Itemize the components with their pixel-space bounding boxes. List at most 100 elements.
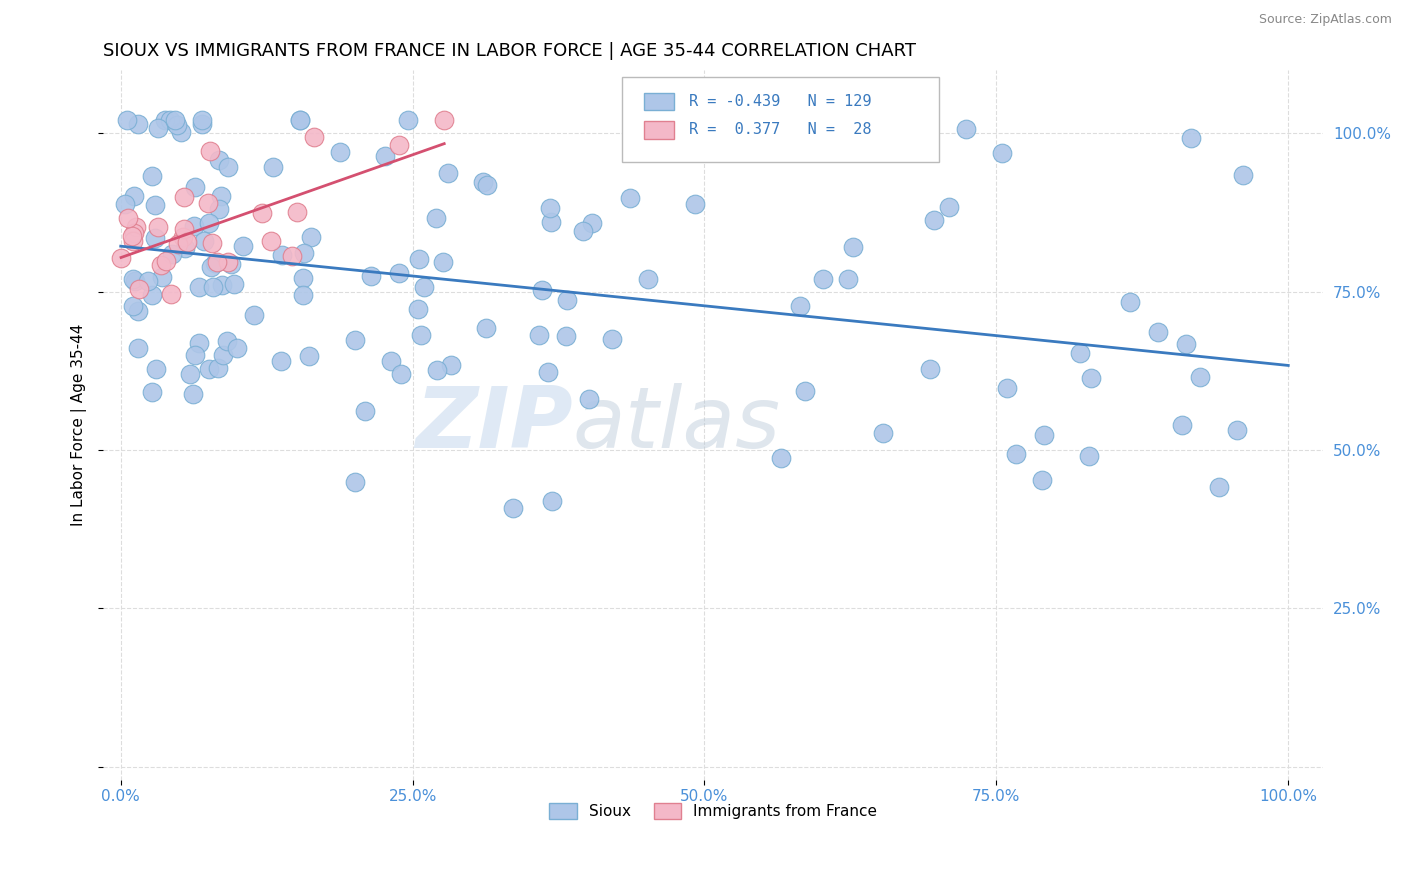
Point xyxy=(299,230,322,244)
Point xyxy=(225,341,247,355)
Point xyxy=(1226,423,1249,437)
Point xyxy=(409,328,432,343)
Point xyxy=(215,334,238,348)
Point xyxy=(471,175,494,189)
Point xyxy=(201,280,224,294)
Point xyxy=(115,113,138,128)
Point xyxy=(477,178,499,192)
Point xyxy=(794,384,817,399)
Point xyxy=(329,145,352,160)
Point xyxy=(217,160,239,174)
Point xyxy=(1175,337,1198,351)
Point xyxy=(141,384,163,399)
Point xyxy=(302,129,325,144)
Point xyxy=(530,283,553,297)
Point xyxy=(388,138,411,153)
Point xyxy=(207,361,229,376)
Point xyxy=(292,271,315,285)
Point xyxy=(205,254,228,268)
Point xyxy=(288,113,311,128)
Text: R = -0.439   N = 129: R = -0.439 N = 129 xyxy=(689,94,872,109)
Point xyxy=(222,277,245,292)
Point xyxy=(110,251,132,265)
Point xyxy=(343,475,366,489)
Point xyxy=(121,228,143,243)
Point xyxy=(432,254,454,268)
Point xyxy=(146,219,169,234)
Point xyxy=(191,117,214,131)
Point xyxy=(281,250,304,264)
Point xyxy=(146,121,169,136)
Point xyxy=(475,321,498,335)
Point xyxy=(541,493,564,508)
Text: Source: ZipAtlas.com: Source: ZipAtlas.com xyxy=(1258,13,1392,27)
Point xyxy=(197,196,219,211)
Point xyxy=(173,190,195,204)
Point xyxy=(198,361,221,376)
Point xyxy=(572,224,595,238)
Point xyxy=(440,359,463,373)
Point xyxy=(918,362,941,376)
Point xyxy=(211,277,233,292)
Point xyxy=(121,235,143,249)
Point xyxy=(837,271,859,285)
Point xyxy=(540,201,562,215)
Point xyxy=(200,260,222,275)
Point xyxy=(408,252,430,266)
Point xyxy=(433,113,456,128)
Point xyxy=(176,235,198,249)
Point xyxy=(179,368,201,382)
Point xyxy=(212,348,235,362)
Point xyxy=(288,113,311,128)
Point xyxy=(426,363,449,377)
Point xyxy=(354,404,377,418)
Point xyxy=(217,254,239,268)
Point xyxy=(389,367,412,381)
Point xyxy=(1033,428,1056,442)
Point xyxy=(127,116,149,130)
Point xyxy=(122,226,145,240)
Point xyxy=(122,188,145,202)
Point xyxy=(1146,325,1168,339)
Point xyxy=(190,113,212,128)
Point xyxy=(955,122,977,136)
Point xyxy=(143,198,166,212)
Point xyxy=(122,272,145,286)
Point xyxy=(201,236,224,251)
Point xyxy=(181,386,204,401)
Text: ZIP: ZIP xyxy=(415,384,572,467)
Point xyxy=(141,288,163,302)
Point xyxy=(872,426,894,441)
Point xyxy=(1005,447,1028,461)
Point xyxy=(125,219,148,234)
Point xyxy=(173,221,195,235)
Point xyxy=(938,200,960,214)
Point xyxy=(166,236,188,251)
Point xyxy=(555,329,578,343)
Point xyxy=(159,113,181,128)
Point xyxy=(1180,130,1202,145)
FancyBboxPatch shape xyxy=(621,77,939,162)
Point xyxy=(270,354,292,368)
Point xyxy=(262,160,284,174)
Legend: Sioux, Immigrants from France: Sioux, Immigrants from France xyxy=(543,797,883,825)
Point xyxy=(374,149,396,163)
Point xyxy=(162,247,184,261)
Point xyxy=(127,341,149,355)
Point xyxy=(1232,168,1254,182)
Point xyxy=(172,230,194,244)
Point xyxy=(250,206,273,220)
Point xyxy=(789,299,811,313)
Point xyxy=(380,354,402,368)
Point xyxy=(184,180,207,194)
Point xyxy=(208,153,231,168)
Point xyxy=(209,189,232,203)
Point xyxy=(187,336,209,351)
Point xyxy=(150,269,173,284)
Point xyxy=(1188,370,1211,384)
Point xyxy=(1031,474,1053,488)
Point xyxy=(145,362,167,376)
Point xyxy=(141,169,163,183)
FancyBboxPatch shape xyxy=(644,121,675,139)
Point xyxy=(600,332,623,346)
